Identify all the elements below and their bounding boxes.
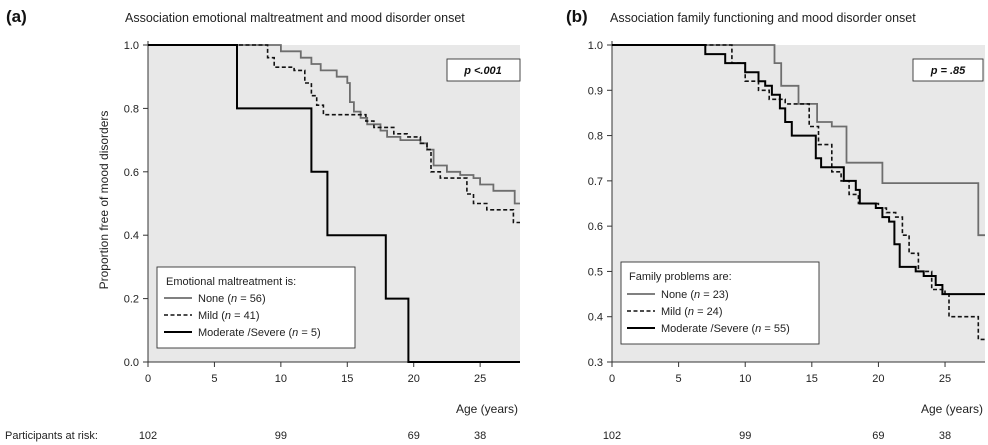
panel-a-ytick-label: 1.0 [124,40,139,52]
panel-b-legend-mild: Mild (n = 24) [661,306,722,318]
panel-a-xtick-label: 5 [211,373,217,385]
panel-b-pvalue: p = .85 [930,65,966,77]
panel-b-legend: Family problems are: None (n = 23) Mild … [620,261,820,345]
panel-b-legend-title: Family problems are: [629,271,732,283]
panel-b-at-risk-count: 102 [603,430,621,442]
panel-a-curve-moderate-severe [148,44,520,363]
panel-b-curve-mild [612,44,985,341]
panel-b-ytick-label: 0.6 [588,221,603,233]
panel-b-xtick-label: 10 [739,373,751,385]
panel-b-legend-modsev: Moderate /Severe (n = 55) [661,323,790,335]
panel-a-legend-title: Emotional maltreatment is: [166,276,296,288]
panel-b-legend-box [620,261,820,345]
panel-a-ytick-label: 0.2 [124,294,139,306]
panel-b-letter: (b) [566,7,588,26]
panel-a: (a) Association emotional maltreatment a… [6,7,521,416]
panel-b-xtick-label: 25 [939,373,951,385]
panel-b-ytick-label: 0.7 [588,176,603,188]
panel-b-at-risk-count: 99 [739,430,751,442]
panel-a-ytick-label: 0.0 [124,357,139,369]
panel-a-xtick-label: 15 [341,373,353,385]
panel-a-pvalue-box [446,58,521,82]
panel-b-xlabel: Age (years) [921,402,983,416]
panel-b-at-risk-count: 38 [939,430,951,442]
panel-b-ytick-label: 0.9 [588,85,603,97]
panel-a-xtick-label: 20 [408,373,420,385]
panel-a-xtick-label: 25 [474,373,486,385]
panel-b-title: Association family functioning and mood … [610,11,916,25]
panel-b-pvalue-box [912,58,984,82]
panel-a-ytick-label: 0.8 [124,103,139,115]
panel-a-curve-none [148,44,520,205]
panel-b-xtick-label: 5 [676,373,682,385]
panel-b-curve-none [612,44,985,237]
panel-a-at-risk-count: 102 [139,430,157,442]
panel-a-legend: Emotional maltreatment is: None (n = 56)… [156,266,356,349]
panel-b-ytick-label: 0.3 [588,357,603,369]
panel-b-ytick-label: 1.0 [588,40,603,52]
panel-a-ytick-label: 0.6 [124,167,139,179]
panel-a-ylabel: Proportion free of mood disorders [97,111,111,290]
panel-a-legend-modsev: Moderate /Severe (n = 5) [198,327,321,339]
panel-a-ytick-label: 0.4 [124,230,139,242]
panel-b-xtick-label: 15 [806,373,818,385]
panel-a-legend-mild: Mild (n = 41) [198,310,259,322]
panel-b-legend-none: None (n = 23) [661,289,729,301]
panel-b: (b) Association family functioning and m… [566,7,985,416]
risk-row: 102 99 69 38 102 99 69 38 [139,430,951,442]
panel-b-xtick-label: 20 [872,373,884,385]
risk-row-label: Participants at risk: [5,430,98,442]
panel-b-xtick-label: 0 [609,373,615,385]
panel-a-xtick-label: 0 [145,373,151,385]
panel-a-legend-box [156,266,356,349]
panel-a-at-risk-count: 99 [275,430,287,442]
panel-b-at-risk-count: 69 [872,430,884,442]
panel-a-at-risk-count: 38 [474,430,486,442]
panel-a-curve-mild [148,44,520,224]
panel-a-at-risk-count: 69 [408,430,420,442]
panel-a-letter: (a) [6,7,27,26]
panel-b-ytick-label: 0.4 [588,312,603,324]
panel-a-title: Association emotional maltreatment and m… [125,11,465,25]
panel-b-ytick-label: 0.5 [588,266,603,278]
panel-a-xlabel: Age (years) [456,402,518,416]
panel-a-legend-none: None (n = 56) [198,293,266,305]
panel-a-xtick-label: 10 [275,373,287,385]
panel-a-pvalue: p <.001 [463,65,502,77]
panel-b-ytick-label: 0.8 [588,131,603,143]
panel-b-curve-moderate-severe [612,44,985,296]
